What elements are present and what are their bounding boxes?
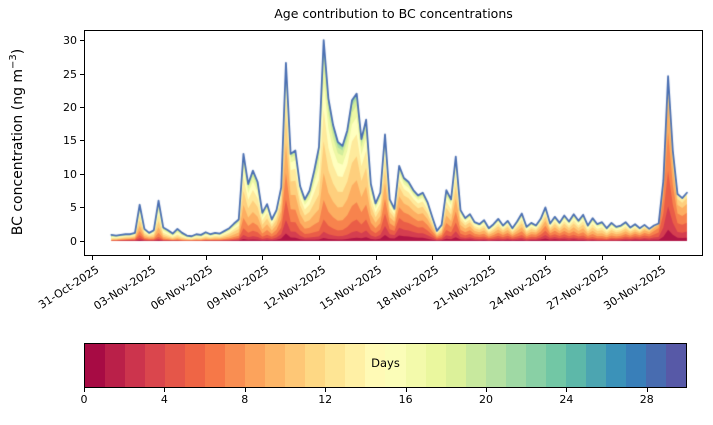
colorbar-tick-mark bbox=[405, 388, 407, 392]
y-tick-mark bbox=[80, 140, 84, 142]
x-tick-label: 09-Nov-2025 bbox=[204, 263, 272, 313]
colorbar-tick-label: 8 bbox=[241, 393, 249, 406]
x-tick-mark bbox=[432, 256, 434, 260]
colorbar-tick-label: 4 bbox=[160, 393, 168, 406]
colorbar-cell bbox=[165, 344, 186, 387]
colorbar-cell bbox=[365, 344, 386, 387]
colorbar-cell bbox=[445, 344, 466, 387]
colorbar-cell bbox=[465, 344, 486, 387]
y-tick-mark bbox=[80, 40, 84, 42]
y-tick-mark bbox=[80, 73, 84, 75]
colorbar-cell bbox=[225, 344, 246, 387]
colorbar-cell bbox=[645, 344, 666, 387]
y-tick-label: 0 bbox=[70, 234, 77, 248]
x-tick-mark bbox=[318, 256, 320, 260]
y-tick-mark bbox=[80, 107, 84, 108]
x-tick-label: 06-Nov-2025 bbox=[148, 263, 215, 313]
x-tick-mark bbox=[92, 256, 94, 260]
x-tick-label: 21-Nov-2025 bbox=[431, 263, 498, 313]
colorbar-cell bbox=[525, 344, 546, 387]
plot-area bbox=[84, 30, 703, 256]
x-tick-label: 31-Oct-2025 bbox=[36, 263, 102, 312]
y-tick-label: 30 bbox=[63, 34, 77, 48]
y-tick-label: 20 bbox=[63, 101, 77, 114]
y-tick-mark bbox=[80, 240, 84, 242]
x-tick-label: 12-Nov-2025 bbox=[261, 263, 329, 313]
colorbar-cell bbox=[345, 344, 366, 387]
colorbar-tick-mark bbox=[566, 388, 568, 392]
y-tick-label: 15 bbox=[63, 134, 77, 148]
x-tick-mark bbox=[205, 256, 207, 260]
x-tick-label: 27-Nov-2025 bbox=[544, 263, 612, 313]
x-tick-mark bbox=[262, 256, 264, 260]
colorbar-tick-mark bbox=[244, 388, 246, 392]
colorbar-tick-label: 12 bbox=[318, 393, 333, 406]
colorbar-cell bbox=[425, 344, 446, 387]
colorbar-cell bbox=[85, 344, 106, 387]
x-tick-mark bbox=[602, 256, 604, 260]
colorbar-cell bbox=[125, 344, 146, 387]
y-axis-label: BC concentration (ng m−3) bbox=[8, 49, 26, 236]
colorbar-tick-label: 0 bbox=[80, 393, 88, 406]
colorbar-cell bbox=[385, 344, 406, 387]
colorbar-cell bbox=[585, 344, 606, 387]
colorbar-tick-label: 20 bbox=[479, 393, 493, 406]
y-axis-label-superscript: −3 bbox=[8, 54, 20, 69]
colorbar-tick-mark bbox=[325, 388, 327, 392]
x-tick-mark bbox=[545, 256, 547, 260]
x-tick-mark bbox=[149, 256, 151, 260]
colorbar-cell bbox=[205, 344, 226, 387]
colorbar-tick-label: 16 bbox=[398, 393, 413, 406]
colorbar-cell bbox=[285, 344, 306, 387]
x-tick-mark bbox=[375, 256, 377, 260]
colorbar-tick-mark bbox=[164, 388, 166, 392]
x-tick-label: 15-Nov-2025 bbox=[317, 263, 385, 313]
colorbar bbox=[84, 343, 687, 388]
y-tick-mark bbox=[80, 173, 84, 175]
colorbar-cell bbox=[265, 344, 286, 387]
colorbar-cell bbox=[305, 344, 326, 387]
y-axis-label-text: BC concentration (ng m bbox=[9, 68, 26, 236]
colorbar-cell bbox=[485, 344, 506, 387]
x-tick-label: 03-Nov-2025 bbox=[91, 263, 159, 313]
colorbar-cell bbox=[505, 344, 526, 387]
colorbar-tick-label: 24 bbox=[559, 393, 574, 406]
colorbar-cell bbox=[145, 344, 166, 387]
x-tick-mark bbox=[658, 256, 660, 260]
y-tick-mark bbox=[80, 207, 84, 209]
stacked-area-canvas bbox=[85, 31, 702, 255]
colorbar-cell bbox=[405, 344, 426, 387]
y-axis-label-close: ) bbox=[9, 48, 26, 55]
colorbar-cell bbox=[545, 344, 566, 387]
y-tick-label: 25 bbox=[63, 67, 77, 81]
colorbar-tick-label: 28 bbox=[639, 393, 654, 406]
colorbar-tick-mark bbox=[486, 388, 487, 392]
colorbar-cell bbox=[325, 344, 346, 387]
colorbar-tick-mark bbox=[84, 388, 85, 392]
y-tick-label: 10 bbox=[63, 167, 77, 181]
colorbar-tick-mark bbox=[646, 388, 648, 392]
colorbar-cell bbox=[565, 344, 586, 387]
x-tick-label: 24-Nov-2025 bbox=[487, 263, 555, 313]
colorbar-cell bbox=[605, 344, 626, 387]
colorbar-cell bbox=[665, 344, 686, 387]
x-tick-label: 18-Nov-2025 bbox=[374, 263, 442, 313]
y-tick-label: 5 bbox=[70, 201, 77, 215]
colorbar-cell bbox=[625, 344, 646, 387]
x-tick-label: 30-Nov-2025 bbox=[601, 263, 668, 313]
colorbar-cell bbox=[105, 344, 126, 387]
colorbar-cell bbox=[245, 344, 266, 387]
colorbar-cell bbox=[185, 344, 206, 387]
x-tick-mark bbox=[488, 256, 490, 260]
chart-title: Age contribution to BC concentrations bbox=[274, 6, 513, 21]
